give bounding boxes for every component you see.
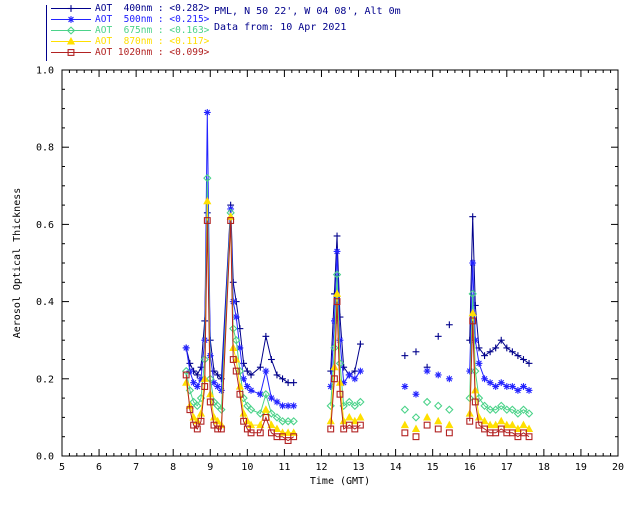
svg-text:9: 9 bbox=[207, 462, 213, 473]
svg-text:0.4: 0.4 bbox=[36, 297, 54, 308]
svg-text:17: 17 bbox=[501, 462, 513, 473]
legend-rule bbox=[46, 5, 47, 61]
chart-legend: AOT 400nm : <0.282> AOT 500nm : <0.215> … bbox=[46, 3, 209, 61]
svg-text:0.6: 0.6 bbox=[36, 220, 54, 231]
svg-text:11: 11 bbox=[278, 462, 290, 473]
svg-text:16: 16 bbox=[464, 462, 476, 473]
svg-text:7: 7 bbox=[133, 462, 139, 473]
diamond-marker-icon bbox=[51, 25, 91, 36]
asterisk-marker-icon bbox=[51, 14, 91, 25]
legend-item-aot-400nm: AOT 400nm : <0.282> bbox=[46, 3, 209, 14]
legend-item-aot-1020nm: AOT 1020nm : <0.099> bbox=[46, 47, 209, 58]
svg-text:6: 6 bbox=[96, 462, 102, 473]
data-date-line: Data from: 10 Apr 2021 bbox=[214, 22, 347, 33]
svg-text:8: 8 bbox=[170, 462, 176, 473]
svg-text:0.2: 0.2 bbox=[36, 374, 54, 385]
legend-item-label: AOT 500nm : <0.215> bbox=[95, 14, 210, 25]
svg-text:13: 13 bbox=[353, 462, 365, 473]
svg-text:15: 15 bbox=[427, 462, 439, 473]
legend-item-label: AOT 870nm : <0.117> bbox=[95, 36, 210, 47]
svg-text:1.0: 1.0 bbox=[36, 66, 54, 77]
legend-item-aot-675nm: AOT 675nm : <0.163> bbox=[46, 25, 209, 36]
svg-text:Aerosol Optical Thickness: Aerosol Optical Thickness bbox=[12, 188, 23, 339]
svg-text:18: 18 bbox=[538, 462, 550, 473]
svg-text:5: 5 bbox=[59, 462, 65, 473]
svg-text:Time (GMT): Time (GMT) bbox=[310, 476, 370, 487]
triangle-marker-icon bbox=[51, 36, 91, 47]
svg-text:12: 12 bbox=[315, 462, 327, 473]
plus-marker-icon bbox=[51, 3, 91, 14]
legend-item-aot-500nm: AOT 500nm : <0.215> bbox=[46, 14, 209, 25]
svg-text:0.0: 0.0 bbox=[36, 452, 54, 463]
legend-item-label: AOT 1020nm : <0.099> bbox=[95, 47, 210, 58]
square-marker-icon bbox=[51, 47, 91, 58]
chart-header: PML, N 50 22', W 04 08', Alt 0m Data fro… bbox=[214, 4, 401, 36]
svg-text:19: 19 bbox=[575, 462, 587, 473]
legend-item-aot-870nm: AOT 870nm : <0.117> bbox=[46, 36, 209, 47]
svg-text:20: 20 bbox=[612, 462, 624, 473]
legend-item-label: AOT 400nm : <0.282> bbox=[95, 3, 210, 14]
legend-item-label: AOT 675nm : <0.163> bbox=[95, 25, 210, 36]
site-info-line: PML, N 50 22', W 04 08', Alt 0m bbox=[214, 6, 401, 17]
svg-text:0.8: 0.8 bbox=[36, 143, 54, 154]
svg-text:14: 14 bbox=[390, 462, 402, 473]
svg-text:10: 10 bbox=[241, 462, 253, 473]
